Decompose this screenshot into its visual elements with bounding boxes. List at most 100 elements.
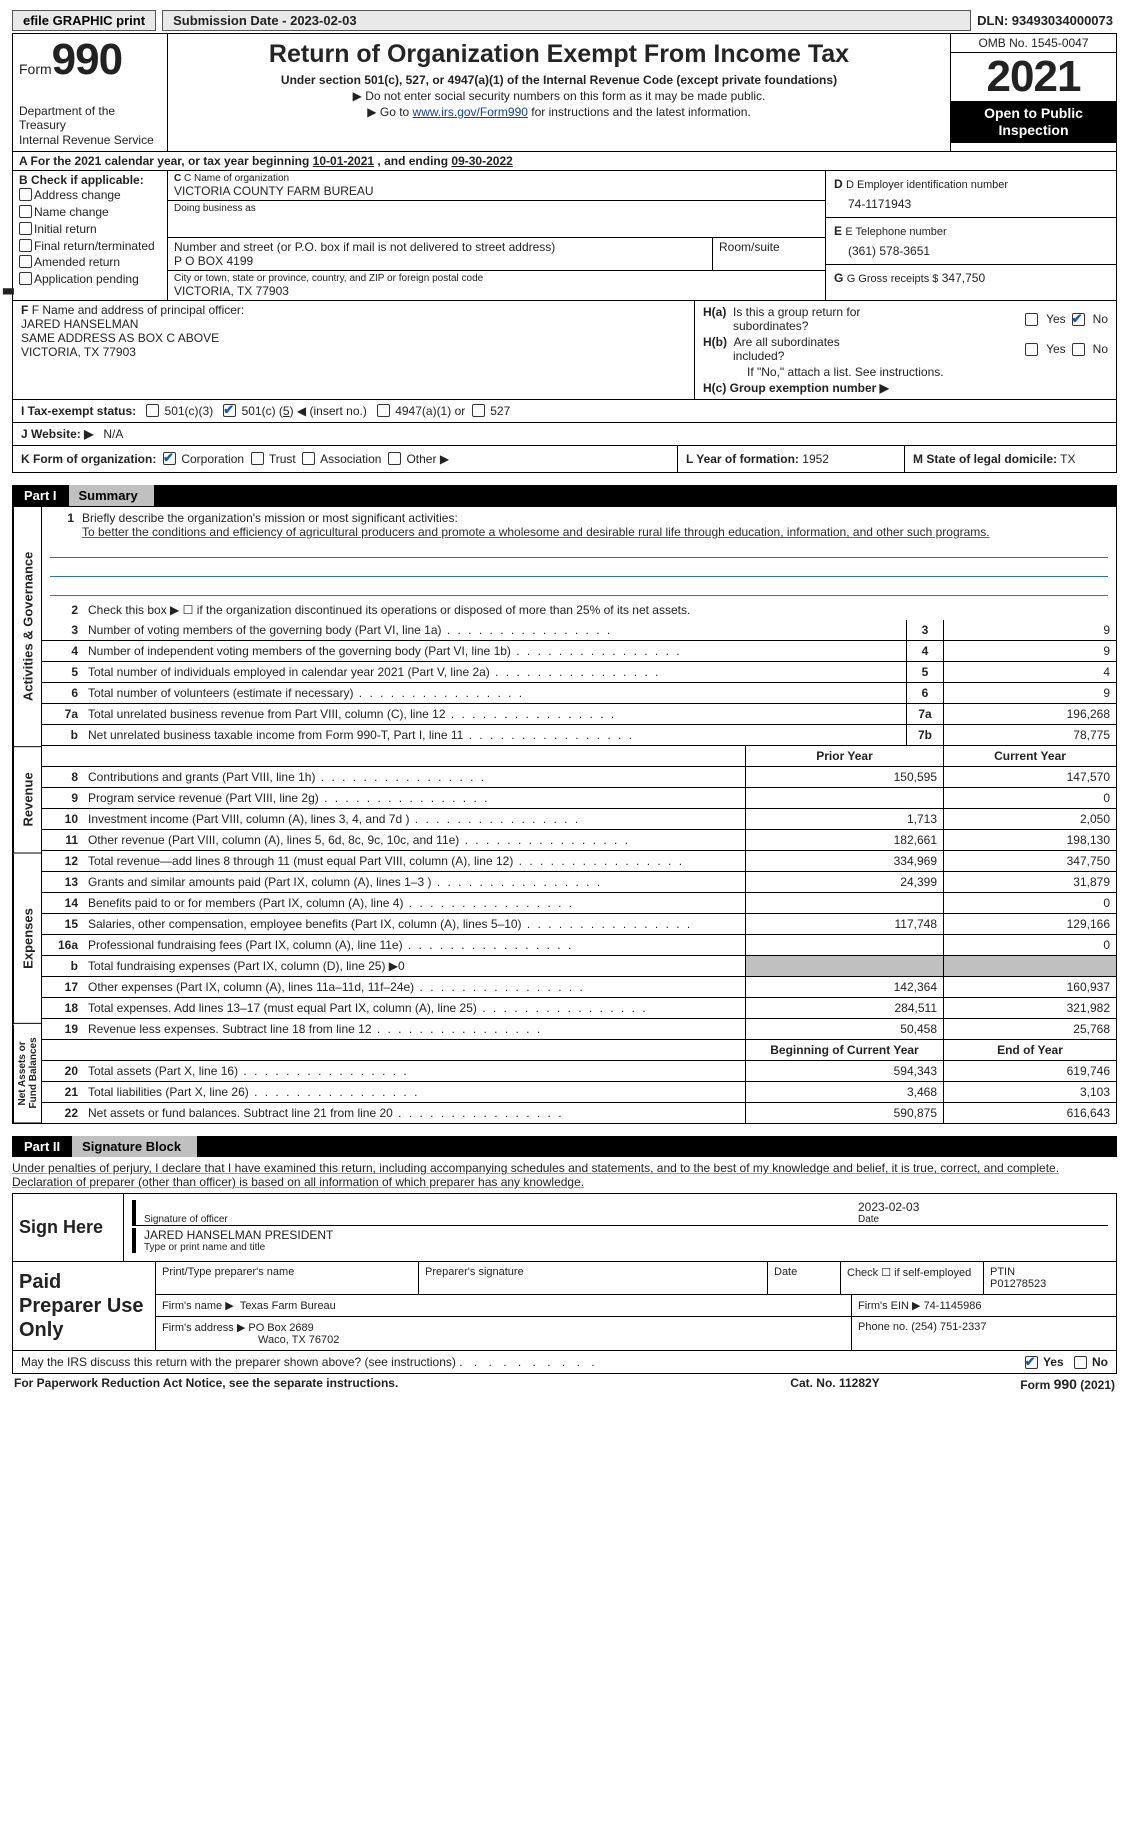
- lbl-assoc: Association: [320, 452, 381, 466]
- form-word: Form: [19, 61, 52, 77]
- officer-type-name: JARED HANSELMAN PRESIDENT: [144, 1228, 1108, 1242]
- line-desc: Total liabilities (Part X, line 26): [84, 1082, 745, 1102]
- officer-name: JARED HANSELMAN: [21, 317, 686, 331]
- lbl-address-change: Address change: [34, 188, 121, 202]
- line-val: 4: [943, 662, 1116, 682]
- current-val: 31,879: [943, 872, 1116, 892]
- chk-application-pending[interactable]: [19, 272, 32, 285]
- line-box: 6: [906, 683, 943, 703]
- lbl-501c-a: 501(c) (: [242, 404, 283, 418]
- chk-ha-no[interactable]: [1072, 313, 1085, 326]
- current-val: 2,050: [943, 809, 1116, 829]
- chk-final-return[interactable]: [19, 239, 32, 252]
- chk-name-change[interactable]: [19, 205, 32, 218]
- chk-527[interactable]: [472, 404, 485, 417]
- prior-val: 117,748: [745, 914, 943, 934]
- rev-row-8: 8Contributions and grants (Part VIII, li…: [42, 766, 1116, 787]
- firm-name: Texas Farm Bureau: [240, 1300, 336, 1312]
- exp-row-16a: 16aProfessional fundraising fees (Part I…: [42, 934, 1116, 955]
- chk-501c[interactable]: [223, 404, 236, 417]
- part2-title: Signature Block: [72, 1136, 197, 1157]
- gov-row-4: 4Number of independent voting members of…: [42, 640, 1116, 661]
- lbl-other: Other ▶: [406, 452, 449, 466]
- line-num: 8: [42, 767, 84, 787]
- chk-trust[interactable]: [251, 452, 264, 465]
- box-deg: D D Employer identification number 74-11…: [826, 171, 1116, 300]
- gov-row-5: 5Total number of individuals employed in…: [42, 661, 1116, 682]
- lbl-initial-return: Initial return: [34, 222, 97, 236]
- current-val: 3,103: [943, 1082, 1116, 1102]
- prior-val: [745, 935, 943, 955]
- current-val: [943, 956, 1116, 976]
- firm-phone-lbl: Phone no.: [858, 1321, 908, 1333]
- line-val: 196,268: [943, 704, 1116, 724]
- line-num: 4: [42, 641, 84, 661]
- street-val: P O BOX 4199: [174, 254, 706, 268]
- chk-hb-yes[interactable]: [1025, 343, 1038, 356]
- chk-discuss-yes[interactable]: [1025, 1356, 1038, 1369]
- current-val: 0: [943, 935, 1116, 955]
- chk-amended-return[interactable]: [19, 255, 32, 268]
- chk-other[interactable]: [388, 452, 401, 465]
- line-num: 9: [42, 788, 84, 808]
- street-lbl: Number and street (or P.O. box if mail i…: [174, 240, 706, 254]
- prior-val: [745, 956, 943, 976]
- box-k-lbl: K Form of organization:: [21, 452, 156, 466]
- hdr-end-year: End of Year: [943, 1040, 1116, 1060]
- vtab-activities: Activities & Governance: [13, 507, 42, 747]
- rev-row-10: 10Investment income (Part VIII, column (…: [42, 808, 1116, 829]
- current-val: 321,982: [943, 998, 1116, 1018]
- hb-yes-lbl: Yes: [1046, 342, 1066, 356]
- chk-501c3[interactable]: [146, 404, 159, 417]
- current-val: 129,166: [943, 914, 1116, 934]
- exp-row-14: 14Benefits paid to or for members (Part …: [42, 892, 1116, 913]
- part1-title: Summary: [69, 485, 154, 506]
- box-i-lbl: I Tax-exempt status:: [21, 404, 136, 418]
- irs-link[interactable]: www.irs.gov/Form990: [413, 105, 528, 119]
- chk-hb-no[interactable]: [1072, 343, 1085, 356]
- chk-discuss-no[interactable]: [1074, 1356, 1087, 1369]
- line-desc: Total expenses. Add lines 13–17 (must eq…: [84, 998, 745, 1018]
- lbl-application-pending: Application pending: [34, 271, 144, 288]
- line-num: 20: [42, 1061, 84, 1081]
- exp-row-17: 17Other expenses (Part IX, column (A), l…: [42, 976, 1116, 997]
- line-box: 5: [906, 662, 943, 682]
- box-b-label: B Check if applicable:: [19, 173, 161, 187]
- firm-addr2: Waco, TX 76702: [258, 1334, 339, 1346]
- officer-addr1: SAME ADDRESS AS BOX C ABOVE: [21, 331, 686, 345]
- note-website: ▶ Go to www.irs.gov/Form990 for instruct…: [176, 105, 942, 119]
- chk-initial-return[interactable]: [19, 222, 32, 235]
- prior-val: 142,364: [745, 977, 943, 997]
- line-box: 7a: [906, 704, 943, 724]
- vtab-revenue: Revenue: [13, 747, 42, 854]
- line-num: b: [42, 956, 84, 976]
- box-f: F F Name and address of principal office…: [13, 301, 695, 399]
- line-num: 17: [42, 977, 84, 997]
- line-desc: Net assets or fund balances. Subtract li…: [84, 1103, 745, 1123]
- chk-4947[interactable]: [377, 404, 390, 417]
- type-name-lbl: Type or print name and title: [144, 1242, 1108, 1253]
- org-name-lbl: C Name of organization: [184, 173, 289, 184]
- line-num: 10: [42, 809, 84, 829]
- ein-lbl: D Employer identification number: [846, 179, 1008, 191]
- chk-ha-yes[interactable]: [1025, 313, 1038, 326]
- line2-lbl: Check this box ▶ ☐ if the organization d…: [84, 600, 1116, 620]
- part1-num: Part I: [12, 485, 69, 506]
- gov-row-7a: 7aTotal unrelated business revenue from …: [42, 703, 1116, 724]
- form-title: Return of Organization Exempt From Incom…: [176, 40, 942, 69]
- gross-lbl: G Gross receipts $: [847, 273, 939, 285]
- lbl-501c-b: ) ◀ (insert no.): [290, 404, 367, 418]
- current-val: 0: [943, 788, 1116, 808]
- chk-address-change[interactable]: [19, 188, 32, 201]
- line-box: 3: [906, 620, 943, 640]
- lbl-501c3: 501(c)(3): [165, 404, 214, 418]
- box-m-lbl: M State of legal domicile:: [913, 452, 1057, 466]
- prior-val: 24,399: [745, 872, 943, 892]
- sig-officer-lbl: Signature of officer: [144, 1214, 858, 1225]
- part2-body: Sign Here Signature of officer 2023-02-0…: [12, 1193, 1117, 1351]
- city-lbl: City or town, state or province, country…: [174, 273, 819, 284]
- chk-assoc[interactable]: [302, 452, 315, 465]
- line-val: 9: [943, 620, 1116, 640]
- efile-print-button[interactable]: efile GRAPHIC print: [12, 10, 156, 31]
- chk-corp[interactable]: [163, 452, 176, 465]
